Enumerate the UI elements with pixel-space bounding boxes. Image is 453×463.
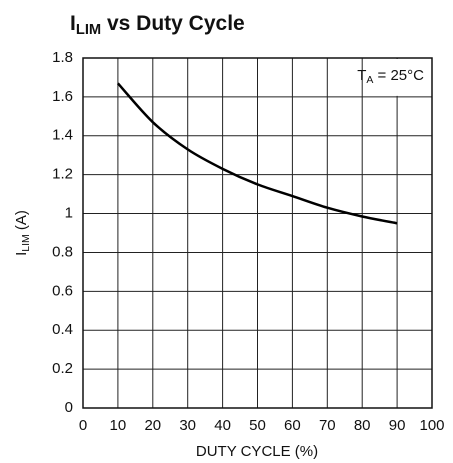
y-tick-label: 0.2 xyxy=(52,360,73,377)
x-tick-label: 50 xyxy=(249,417,266,434)
title-rest: vs Duty Cycle xyxy=(101,12,245,35)
y-tick-label: 1.8 xyxy=(52,49,73,66)
x-tick-label: 10 xyxy=(110,417,127,434)
title-main: I xyxy=(70,12,76,35)
x-tick-label: 100 xyxy=(419,417,444,434)
ylabel-main: I xyxy=(13,252,30,256)
x-tick-label: 20 xyxy=(144,417,161,434)
ylabel-sub: LIM xyxy=(20,234,32,252)
annotation-bg xyxy=(363,59,431,96)
ylabel-rest: (A) xyxy=(13,210,30,234)
plot-frame xyxy=(82,57,433,409)
annotation-sub: A xyxy=(366,74,373,86)
y-tick-label: 0 xyxy=(65,399,73,416)
data-line xyxy=(116,82,398,225)
annotation: TA = 25°C xyxy=(357,67,424,86)
y-tick-label: 1 xyxy=(65,205,73,222)
y-tick-label: 0.8 xyxy=(52,243,73,260)
annotation-rest: = 25°C xyxy=(373,67,424,84)
title-sub: LIM xyxy=(76,22,101,38)
x-axis-label: DUTY CYCLE (%) xyxy=(196,443,318,460)
y-tick-label: 0.6 xyxy=(52,282,73,299)
x-tick-label: 30 xyxy=(179,417,196,434)
y-tick-label: 0.4 xyxy=(52,321,73,338)
chart-title: ILIM vs Duty Cycle xyxy=(70,12,245,38)
x-tick-label: 80 xyxy=(354,417,371,434)
x-tick-label: 70 xyxy=(319,417,336,434)
x-tick-label: 90 xyxy=(389,417,406,434)
y-axis-label: ILIM (A) xyxy=(13,210,32,256)
y-tick-label: 1.2 xyxy=(52,166,73,183)
x-tick-label: 60 xyxy=(284,417,301,434)
x-tick-label: 40 xyxy=(214,417,231,434)
y-tick-label: 1.6 xyxy=(52,88,73,105)
x-tick-label: 0 xyxy=(79,417,87,434)
y-tick-label: 1.4 xyxy=(52,127,73,144)
annotation-main: T xyxy=(357,67,366,84)
